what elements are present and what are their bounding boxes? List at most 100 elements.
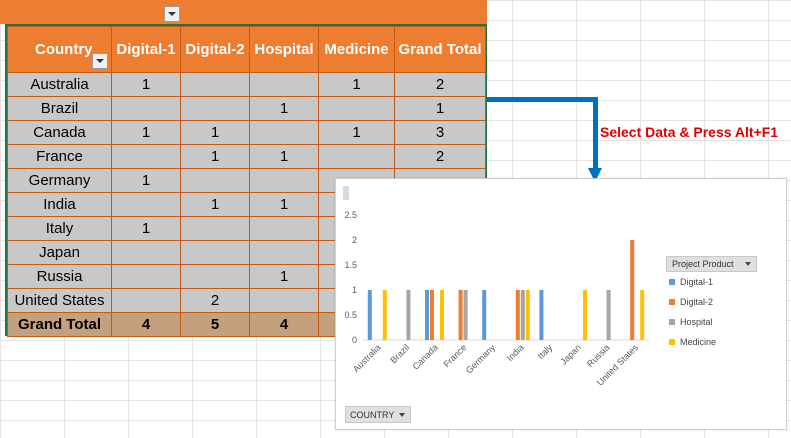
legend-swatch [669, 299, 675, 305]
value-cell[interactable]: 1 [249, 264, 319, 289]
value-cell[interactable] [180, 216, 250, 241]
value-cell[interactable] [180, 72, 250, 97]
chevron-down-icon [96, 59, 104, 63]
value-cell[interactable]: 1 [111, 72, 181, 97]
pivot-table[interactable]: Country Digital-1 Digital-2 Hospital Med… [7, 26, 486, 337]
bar[interactable] [525, 290, 530, 340]
axis-field-button[interactable]: COUNTRY [345, 406, 411, 423]
grand-total-label[interactable]: Grand Total [7, 312, 112, 337]
legend-item[interactable]: Digital-2 [669, 296, 713, 308]
grand-total-cell[interactable]: 4 [111, 312, 181, 337]
legend-item[interactable]: Hospital [669, 316, 713, 328]
bar[interactable] [382, 290, 387, 340]
value-cell[interactable] [249, 288, 319, 313]
row-label-cell[interactable]: Brazil [7, 96, 112, 121]
value-cell[interactable] [111, 96, 181, 121]
pivot-chart[interactable]: 0 0.5 1 1.5 2 2.5 Australia Brazil Canada France G… [335, 178, 787, 430]
x-tick-label: Brazil [388, 342, 411, 365]
value-cell[interactable] [249, 120, 319, 145]
legend-item[interactable]: Medicine [669, 336, 716, 348]
value-cell[interactable] [180, 240, 250, 265]
legend-label: Hospital [680, 317, 713, 327]
row-label-cell[interactable]: India [7, 192, 112, 217]
value-cell[interactable] [249, 168, 319, 193]
row-label-cell[interactable]: Italy [7, 216, 112, 241]
value-cell[interactable]: 1 [249, 144, 319, 169]
value-cell[interactable]: 1 [318, 120, 395, 145]
value-cell[interactable]: 1 [318, 72, 395, 97]
value-cell[interactable] [318, 144, 395, 169]
value-cell[interactable]: 3 [394, 120, 486, 145]
bar[interactable] [482, 290, 487, 340]
bar[interactable] [440, 290, 444, 340]
grand-total-cell[interactable]: 4 [249, 312, 319, 337]
value-cell[interactable]: 2 [180, 288, 250, 313]
y-tick-label: 2 [352, 235, 357, 245]
row-label-cell[interactable]: France [7, 144, 112, 169]
legend-field-button[interactable]: Project Product [666, 256, 757, 272]
y-tick-label: 0 [352, 335, 357, 345]
header-grand-total[interactable]: Grand Total [394, 26, 486, 73]
table-row: Australia 1 1 2 [7, 72, 486, 97]
bar[interactable] [640, 290, 645, 340]
header-medicine[interactable]: Medicine [318, 26, 395, 73]
value-cell[interactable]: 1 [249, 96, 319, 121]
value-cell[interactable]: 1 [180, 120, 250, 145]
bar[interactable] [583, 290, 587, 340]
value-cell[interactable] [111, 288, 181, 313]
value-cell[interactable]: 2 [394, 144, 486, 169]
value-cell[interactable]: 1 [111, 120, 181, 145]
report-filter-dropdown-button[interactable] [164, 6, 180, 22]
bar[interactable] [515, 290, 520, 340]
chevron-down-icon [168, 12, 176, 16]
value-cell[interactable] [111, 192, 181, 217]
value-cell[interactable] [180, 168, 250, 193]
header-digital-2[interactable]: Digital-2 [180, 26, 250, 73]
row-labels-filter-button[interactable] [92, 53, 108, 69]
value-cell[interactable] [249, 72, 319, 97]
x-tick-label: Australia [351, 342, 383, 374]
bar[interactable] [606, 290, 611, 340]
value-cell[interactable] [249, 216, 319, 241]
value-cell[interactable] [111, 240, 181, 265]
row-label-cell[interactable]: United States [7, 288, 112, 313]
legend-field-label: Project Product [672, 259, 734, 269]
bar[interactable] [367, 290, 372, 340]
value-cell[interactable] [180, 264, 250, 289]
chevron-down-icon [745, 262, 751, 266]
row-label-cell[interactable]: Russia [7, 264, 112, 289]
x-tick-label: Canada [411, 342, 440, 371]
y-tick-label: 2.5 [344, 210, 357, 220]
value-cell[interactable]: 1 [394, 96, 486, 121]
x-tick-label: India [505, 342, 526, 363]
value-cell[interactable]: 1 [180, 192, 250, 217]
header-country[interactable]: Country [7, 26, 112, 73]
bar[interactable] [406, 290, 411, 340]
row-label-cell[interactable]: Canada [7, 120, 112, 145]
value-cell[interactable] [111, 144, 181, 169]
row-label-cell[interactable]: Germany [7, 168, 112, 193]
bar[interactable] [458, 290, 463, 340]
value-cell[interactable]: 1 [249, 192, 319, 217]
row-label-cell[interactable]: Australia [7, 72, 112, 97]
bar[interactable] [430, 290, 434, 340]
value-cell[interactable]: 1 [180, 144, 250, 169]
bar[interactable] [425, 290, 429, 340]
bar[interactable] [539, 290, 544, 340]
bar[interactable] [463, 290, 468, 340]
legend-item[interactable]: Digital-1 [669, 276, 713, 288]
value-cell[interactable] [111, 264, 181, 289]
row-label-cell[interactable]: Japan [7, 240, 112, 265]
value-cell[interactable] [318, 96, 395, 121]
bar[interactable] [630, 240, 635, 340]
value-cell[interactable] [180, 96, 250, 121]
value-cell[interactable] [249, 240, 319, 265]
header-hospital[interactable]: Hospital [249, 26, 319, 73]
y-tick-label: 1 [352, 285, 357, 295]
value-cell[interactable]: 2 [394, 72, 486, 97]
header-digital-1[interactable]: Digital-1 [111, 26, 181, 73]
value-cell[interactable]: 1 [111, 216, 181, 241]
bar[interactable] [520, 290, 525, 340]
value-cell[interactable]: 1 [111, 168, 181, 193]
grand-total-cell[interactable]: 5 [180, 312, 250, 337]
